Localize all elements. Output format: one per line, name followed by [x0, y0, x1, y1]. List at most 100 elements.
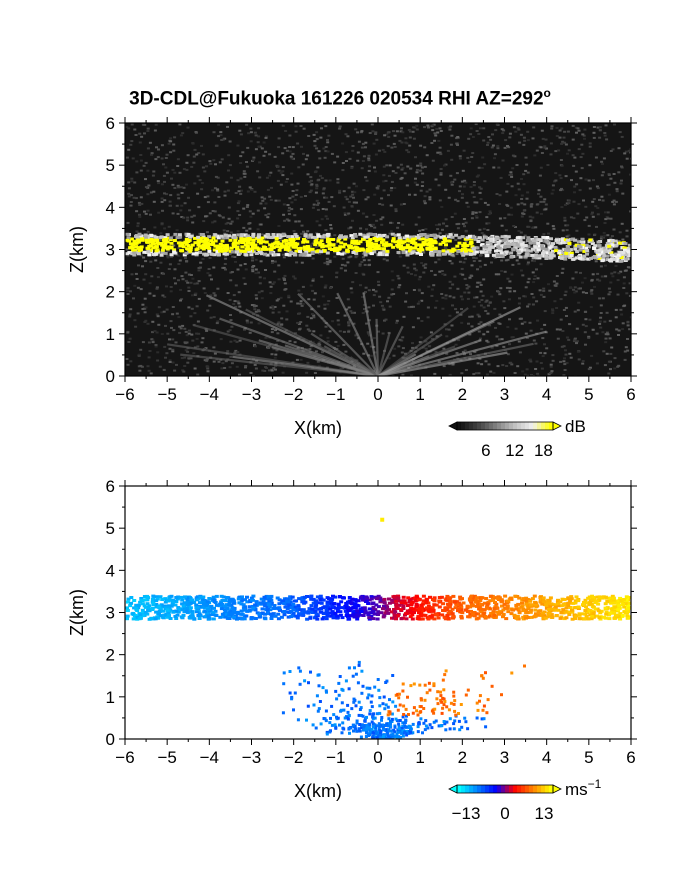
x-tick-label: −6 — [115, 748, 134, 767]
colorbar-segment — [489, 785, 494, 793]
y-tick-label: 2 — [106, 283, 115, 302]
x-tick-label: −5 — [157, 385, 176, 404]
colorbar-segment — [517, 422, 522, 430]
y-tick-label: 2 — [106, 646, 115, 665]
y-tick-label: 1 — [106, 325, 115, 344]
colorbar-segment — [457, 422, 462, 430]
x-tick-label: 6 — [626, 748, 635, 767]
colorbar-segment — [513, 785, 518, 793]
colorbar-segment — [541, 785, 546, 793]
colorbar-high-arrow — [552, 784, 562, 794]
y-axis: 0 1 2 3 4 5 6 — [106, 477, 637, 749]
colorbar-high-arrow — [552, 421, 562, 431]
x-tick-label: −1 — [326, 385, 345, 404]
colorbar-segment — [493, 785, 498, 793]
x-tick-label: 0 — [373, 385, 382, 404]
colorbar-segment — [537, 785, 542, 793]
colorbar-segment — [549, 785, 554, 793]
y-tick-label: 5 — [106, 156, 115, 175]
colorbar-segment — [533, 785, 538, 793]
colorbar-segment — [477, 422, 482, 430]
y-tick-label: 1 — [106, 688, 115, 707]
colorbar: 6 12 18 dB — [448, 417, 586, 460]
x-tick-label: −3 — [242, 748, 261, 767]
plot-area — [125, 486, 631, 739]
colorbar-segment — [497, 422, 502, 430]
colorbar-unit: ms−1 — [565, 777, 602, 799]
colorbar-segment — [517, 785, 522, 793]
colorbar-segment — [477, 785, 482, 793]
colorbar-segment — [461, 422, 466, 430]
x-axis: −6 −5 −4 −3 −2 −1 0 1 2 3 4 5 6 — [115, 480, 636, 767]
colorbar-segment — [469, 785, 474, 793]
y-axis: 0 1 2 3 4 5 6 — [106, 114, 637, 386]
colorbar-segment — [501, 785, 506, 793]
colorbar-segment — [513, 422, 518, 430]
y-tick-label: 3 — [106, 604, 115, 623]
colorbar-frame — [456, 784, 554, 794]
x-tick-label: 2 — [458, 385, 467, 404]
colorbar-segment — [529, 422, 534, 430]
x-tick-label: −2 — [284, 385, 303, 404]
colorbar-segment — [473, 422, 478, 430]
x-tick-label: 3 — [500, 385, 509, 404]
x-tick-label: 0 — [373, 748, 382, 767]
x-tick-label: 5 — [584, 748, 593, 767]
colorbar-segment — [541, 422, 546, 430]
colorbar-segment — [461, 785, 466, 793]
colorbar-segment — [521, 422, 526, 430]
isolated-point — [380, 517, 385, 522]
colorbar-tick-label: 12 — [505, 441, 524, 460]
x-axis-label: X(km) — [294, 781, 342, 801]
x-tick-label: −5 — [157, 748, 176, 767]
x-axis-label: X(km) — [294, 418, 342, 438]
colorbar-segment — [485, 422, 490, 430]
colorbar-segment — [549, 422, 554, 430]
x-axis: −6 −5 −4 −3 −2 −1 0 1 2 3 4 5 6 — [115, 117, 636, 404]
colorbar-segment — [505, 785, 510, 793]
y-tick-label: 0 — [106, 730, 115, 749]
colorbar: −13 0 13 ms−1 — [448, 777, 602, 823]
x-tick-label: 3 — [500, 748, 509, 767]
colorbar-segment — [529, 785, 534, 793]
y-tick-label: 0 — [106, 367, 115, 386]
y-tick-label: 6 — [106, 114, 115, 133]
x-tick-label: −4 — [200, 748, 219, 767]
colorbar-frame — [456, 421, 554, 431]
near-ground-rays — [281, 660, 526, 739]
colorbar-segment — [521, 785, 526, 793]
colorbar-segment — [505, 422, 510, 430]
chart-title: 3D-CDL@Fukuoka 161226 020534 RHI AZ=292o — [129, 86, 551, 110]
colorbar-segment — [473, 785, 478, 793]
plot-area — [125, 123, 631, 376]
y-axis-label: Z(km) — [67, 589, 87, 636]
colorbar-segment — [545, 785, 550, 793]
colorbar-segment — [525, 785, 530, 793]
x-tick-label: 4 — [542, 748, 551, 767]
colorbar-segment — [493, 422, 498, 430]
y-tick-label: 4 — [106, 561, 115, 580]
colorbar-tick-label: 0 — [500, 804, 509, 823]
colorbar-segment — [545, 422, 550, 430]
colorbar-segment — [465, 785, 470, 793]
colorbar-segment — [509, 422, 514, 430]
colorbar-segment — [485, 785, 490, 793]
colorbar-segment — [465, 422, 470, 430]
colorbar-segment — [469, 422, 474, 430]
x-tick-label: −3 — [242, 385, 261, 404]
noise-speckle — [125, 123, 631, 376]
colorbar-segment — [481, 422, 486, 430]
colorbar-unit-superscript: −1 — [588, 777, 602, 791]
colorbar-tick-label: −13 — [452, 804, 481, 823]
colorbar-low-arrow — [448, 784, 458, 794]
y-axis-label: Z(km) — [67, 226, 87, 273]
colorbar-segment — [489, 422, 494, 430]
cloud-layer — [125, 232, 631, 263]
colorbar-unit: dB — [565, 417, 586, 436]
colorbar-segment — [509, 785, 514, 793]
x-tick-label: 1 — [415, 385, 424, 404]
colorbar-segment — [481, 785, 486, 793]
x-tick-label: 1 — [415, 748, 424, 767]
